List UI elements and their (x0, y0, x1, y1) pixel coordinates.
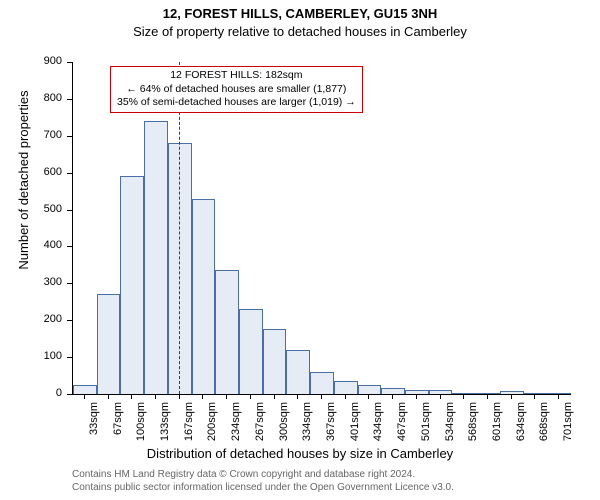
xtick-label: 534sqm (444, 402, 456, 452)
xtick-mark (321, 394, 322, 399)
ytick-label: 300 (0, 276, 62, 288)
xtick-mark (392, 394, 393, 399)
histogram-bar (144, 121, 168, 394)
xtick-label: 401sqm (349, 402, 361, 452)
annotation-line1: 12 FOREST HILLS: 182sqm (170, 69, 302, 81)
ytick-label: 700 (0, 129, 62, 141)
footer-text: Contains HM Land Registry data © Crown c… (72, 468, 454, 494)
xtick-label: 200sqm (206, 402, 218, 452)
histogram-bar (73, 385, 97, 394)
xtick-mark (84, 394, 85, 399)
histogram-bar (358, 385, 382, 394)
footer-line1: Contains HM Land Registry data © Crown c… (72, 469, 415, 480)
ytick-label: 600 (0, 166, 62, 178)
xtick-label: 467sqm (396, 402, 408, 452)
ytick-label: 100 (0, 350, 62, 362)
ytick-label: 400 (0, 239, 62, 251)
histogram-bar (310, 372, 334, 394)
xtick-mark (179, 394, 180, 399)
chart-subtitle: Size of property relative to detached ho… (0, 24, 600, 39)
histogram-bar (239, 309, 263, 394)
xtick-mark (440, 394, 441, 399)
xtick-mark (274, 394, 275, 399)
ytick-label: 200 (0, 313, 62, 325)
histogram-bar (334, 381, 358, 394)
xtick-mark (250, 394, 251, 399)
xtick-label: 334sqm (301, 402, 313, 452)
xtick-label: 601sqm (491, 402, 503, 452)
ytick-label: 500 (0, 203, 62, 215)
xtick-mark (131, 394, 132, 399)
xtick-mark (297, 394, 298, 399)
xtick-mark (534, 394, 535, 399)
histogram-bar (286, 350, 310, 394)
xtick-mark (108, 394, 109, 399)
ytick-mark (67, 394, 72, 395)
xtick-label: 434sqm (372, 402, 384, 452)
xtick-mark (487, 394, 488, 399)
xtick-mark (155, 394, 156, 399)
xtick-label: 133sqm (159, 402, 171, 452)
xtick-mark (368, 394, 369, 399)
histogram-bar (263, 329, 287, 394)
xtick-label: 167sqm (183, 402, 195, 452)
annotation-line2: ← 64% of detached houses are smaller (1,… (126, 83, 346, 95)
ytick-mark (67, 210, 72, 211)
annotation-line3: 35% of semi-detached houses are larger (… (117, 96, 356, 108)
ytick-label: 800 (0, 92, 62, 104)
footer-line2: Contains public sector information licen… (72, 482, 454, 493)
xtick-label: 568sqm (467, 402, 479, 452)
xtick-label: 701sqm (562, 402, 574, 452)
histogram-bar (405, 390, 429, 394)
xtick-label: 501sqm (420, 402, 432, 452)
xtick-label: 300sqm (278, 402, 290, 452)
ytick-label: 0 (0, 387, 62, 399)
histogram-bar (120, 176, 144, 394)
histogram-bar (97, 294, 121, 394)
y-axis-label: Number of detached properties (16, 50, 31, 310)
ytick-mark (67, 173, 72, 174)
histogram-bar (215, 270, 239, 394)
xtick-mark (345, 394, 346, 399)
chart-title: 12, FOREST HILLS, CAMBERLEY, GU15 3NH (0, 6, 600, 21)
ytick-mark (67, 99, 72, 100)
ytick-mark (67, 357, 72, 358)
xtick-mark (463, 394, 464, 399)
annotation-box: 12 FOREST HILLS: 182sqm ← 64% of detached… (110, 66, 363, 113)
ytick-mark (67, 62, 72, 63)
xtick-mark (416, 394, 417, 399)
xtick-label: 33sqm (88, 402, 100, 452)
xtick-label: 100sqm (135, 402, 147, 452)
ytick-label: 900 (0, 55, 62, 67)
xtick-mark (202, 394, 203, 399)
xtick-label: 67sqm (112, 402, 124, 452)
histogram-bar (192, 199, 216, 395)
ytick-mark (67, 283, 72, 284)
xtick-label: 668sqm (538, 402, 550, 452)
xtick-mark (226, 394, 227, 399)
xtick-label: 267sqm (254, 402, 266, 452)
xtick-label: 367sqm (325, 402, 337, 452)
ytick-mark (67, 246, 72, 247)
ytick-mark (67, 136, 72, 137)
xtick-mark (558, 394, 559, 399)
chart-container: 12, FOREST HILLS, CAMBERLEY, GU15 3NH Si… (0, 0, 600, 500)
xtick-label: 634sqm (515, 402, 527, 452)
ytick-mark (67, 320, 72, 321)
histogram-bar (168, 143, 192, 394)
xtick-mark (511, 394, 512, 399)
xtick-label: 234sqm (230, 402, 242, 452)
